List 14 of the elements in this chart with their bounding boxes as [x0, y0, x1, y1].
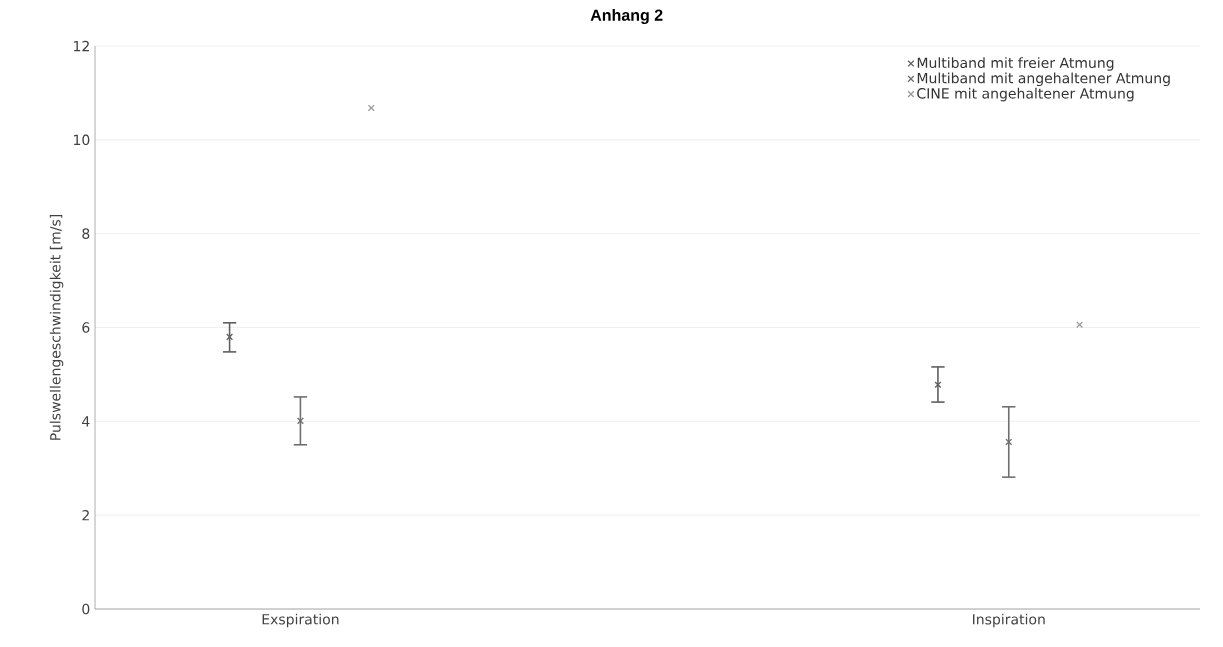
x-tick-label: Inspiration: [973, 613, 1045, 628]
y-tick-label: 8: [82, 228, 90, 239]
chart-title: Anhang 2: [590, 9, 663, 25]
legend-label: Multiband mit freier Atmung: [917, 57, 1114, 71]
y-tick-label: 10: [74, 134, 90, 146]
legend-label: CINE mit angehaltener Atmung: [917, 87, 1134, 102]
y-tick-label: 12: [74, 40, 89, 52]
legend-label: Multiband mit angehaltener Atmung: [917, 72, 1170, 87]
y-tick-label: 6: [82, 322, 90, 333]
x-tick-label: Exspiration: [262, 613, 339, 628]
y-tick-label: 0: [82, 603, 90, 615]
y-tick-label: 4: [82, 416, 90, 427]
y-axis-title: Pulswellengeschwindigkeit [m/s]: [49, 214, 64, 440]
y-tick-label: 2: [82, 509, 89, 521]
